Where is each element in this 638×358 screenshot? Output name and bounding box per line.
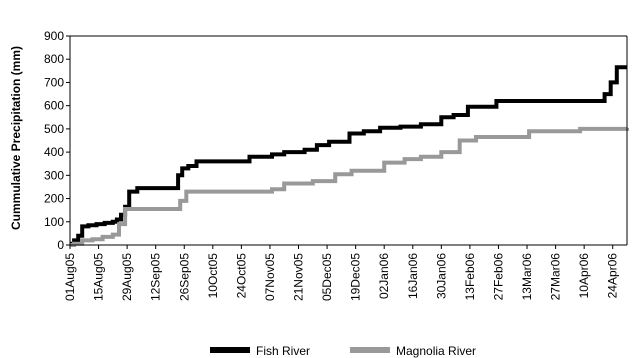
x-tick-label: 10Oct05 [206, 253, 220, 299]
x-tick-label: 15Aug05 [92, 253, 106, 301]
x-tick-label: 27Feb06 [491, 253, 505, 301]
y-tick-label: 200 [44, 192, 64, 206]
series-layer [70, 65, 629, 247]
x-tick-label: 05Dec05 [320, 253, 334, 301]
series-line-magnolia-river [70, 126, 629, 247]
x-tick-label: 30Jan06 [434, 253, 448, 299]
y-tick-label: 500 [44, 122, 64, 136]
y-tick-label: 900 [44, 29, 64, 43]
x-tick-label: 01Aug05 [63, 253, 77, 301]
x-tick-label: 10Apr06 [577, 253, 591, 299]
axis-layer: 0 100 200 300 400 500 600 700 800 900 01Aug05 15Aug… [44, 29, 628, 301]
y-tick-label: 100 [44, 215, 64, 229]
x-tick-label: 24Oct05 [234, 253, 248, 299]
x-tick-label: 02Jan06 [377, 253, 391, 299]
legend-label-magnolia-river: Magnolia River [396, 344, 476, 358]
y-tick-label: 300 [44, 168, 64, 182]
x-tick-label: 19Dec05 [349, 253, 363, 301]
y-axis-title: Cummulative Precipitation (mm) [9, 46, 23, 230]
x-tick-label: 07Nov05 [263, 253, 277, 301]
x-tick-label: 13Mar06 [520, 253, 534, 301]
x-tick-label: 13Feb06 [463, 253, 477, 301]
legend-item-magnolia-river: Magnolia River [350, 344, 476, 358]
y-tick-label: 400 [44, 145, 64, 159]
x-tick-label: 26Sep05 [177, 253, 191, 301]
x-tick-label: 29Aug05 [120, 253, 134, 301]
series-line-fish-river [70, 65, 627, 246]
x-tick-label: 24Apr06 [606, 253, 620, 299]
x-tick-label: 27Mar06 [549, 253, 563, 301]
x-tick-label: 21Nov05 [292, 253, 306, 301]
y-tick-label: 600 [44, 99, 64, 113]
legend-label-fish-river: Fish River [256, 344, 310, 358]
legend-item-fish-river: Fish River [210, 344, 310, 358]
legend: Fish River Magnolia River [210, 344, 476, 358]
x-tick-label: 16Jan06 [406, 253, 420, 299]
y-tick-label: 700 [44, 75, 64, 89]
y-tick-label: 0 [57, 238, 64, 252]
y-axis-title-group: Cummulative Precipitation (mm) [9, 46, 23, 230]
x-tick-label: 12Sep05 [149, 253, 163, 301]
y-tick-label: 800 [44, 52, 64, 66]
